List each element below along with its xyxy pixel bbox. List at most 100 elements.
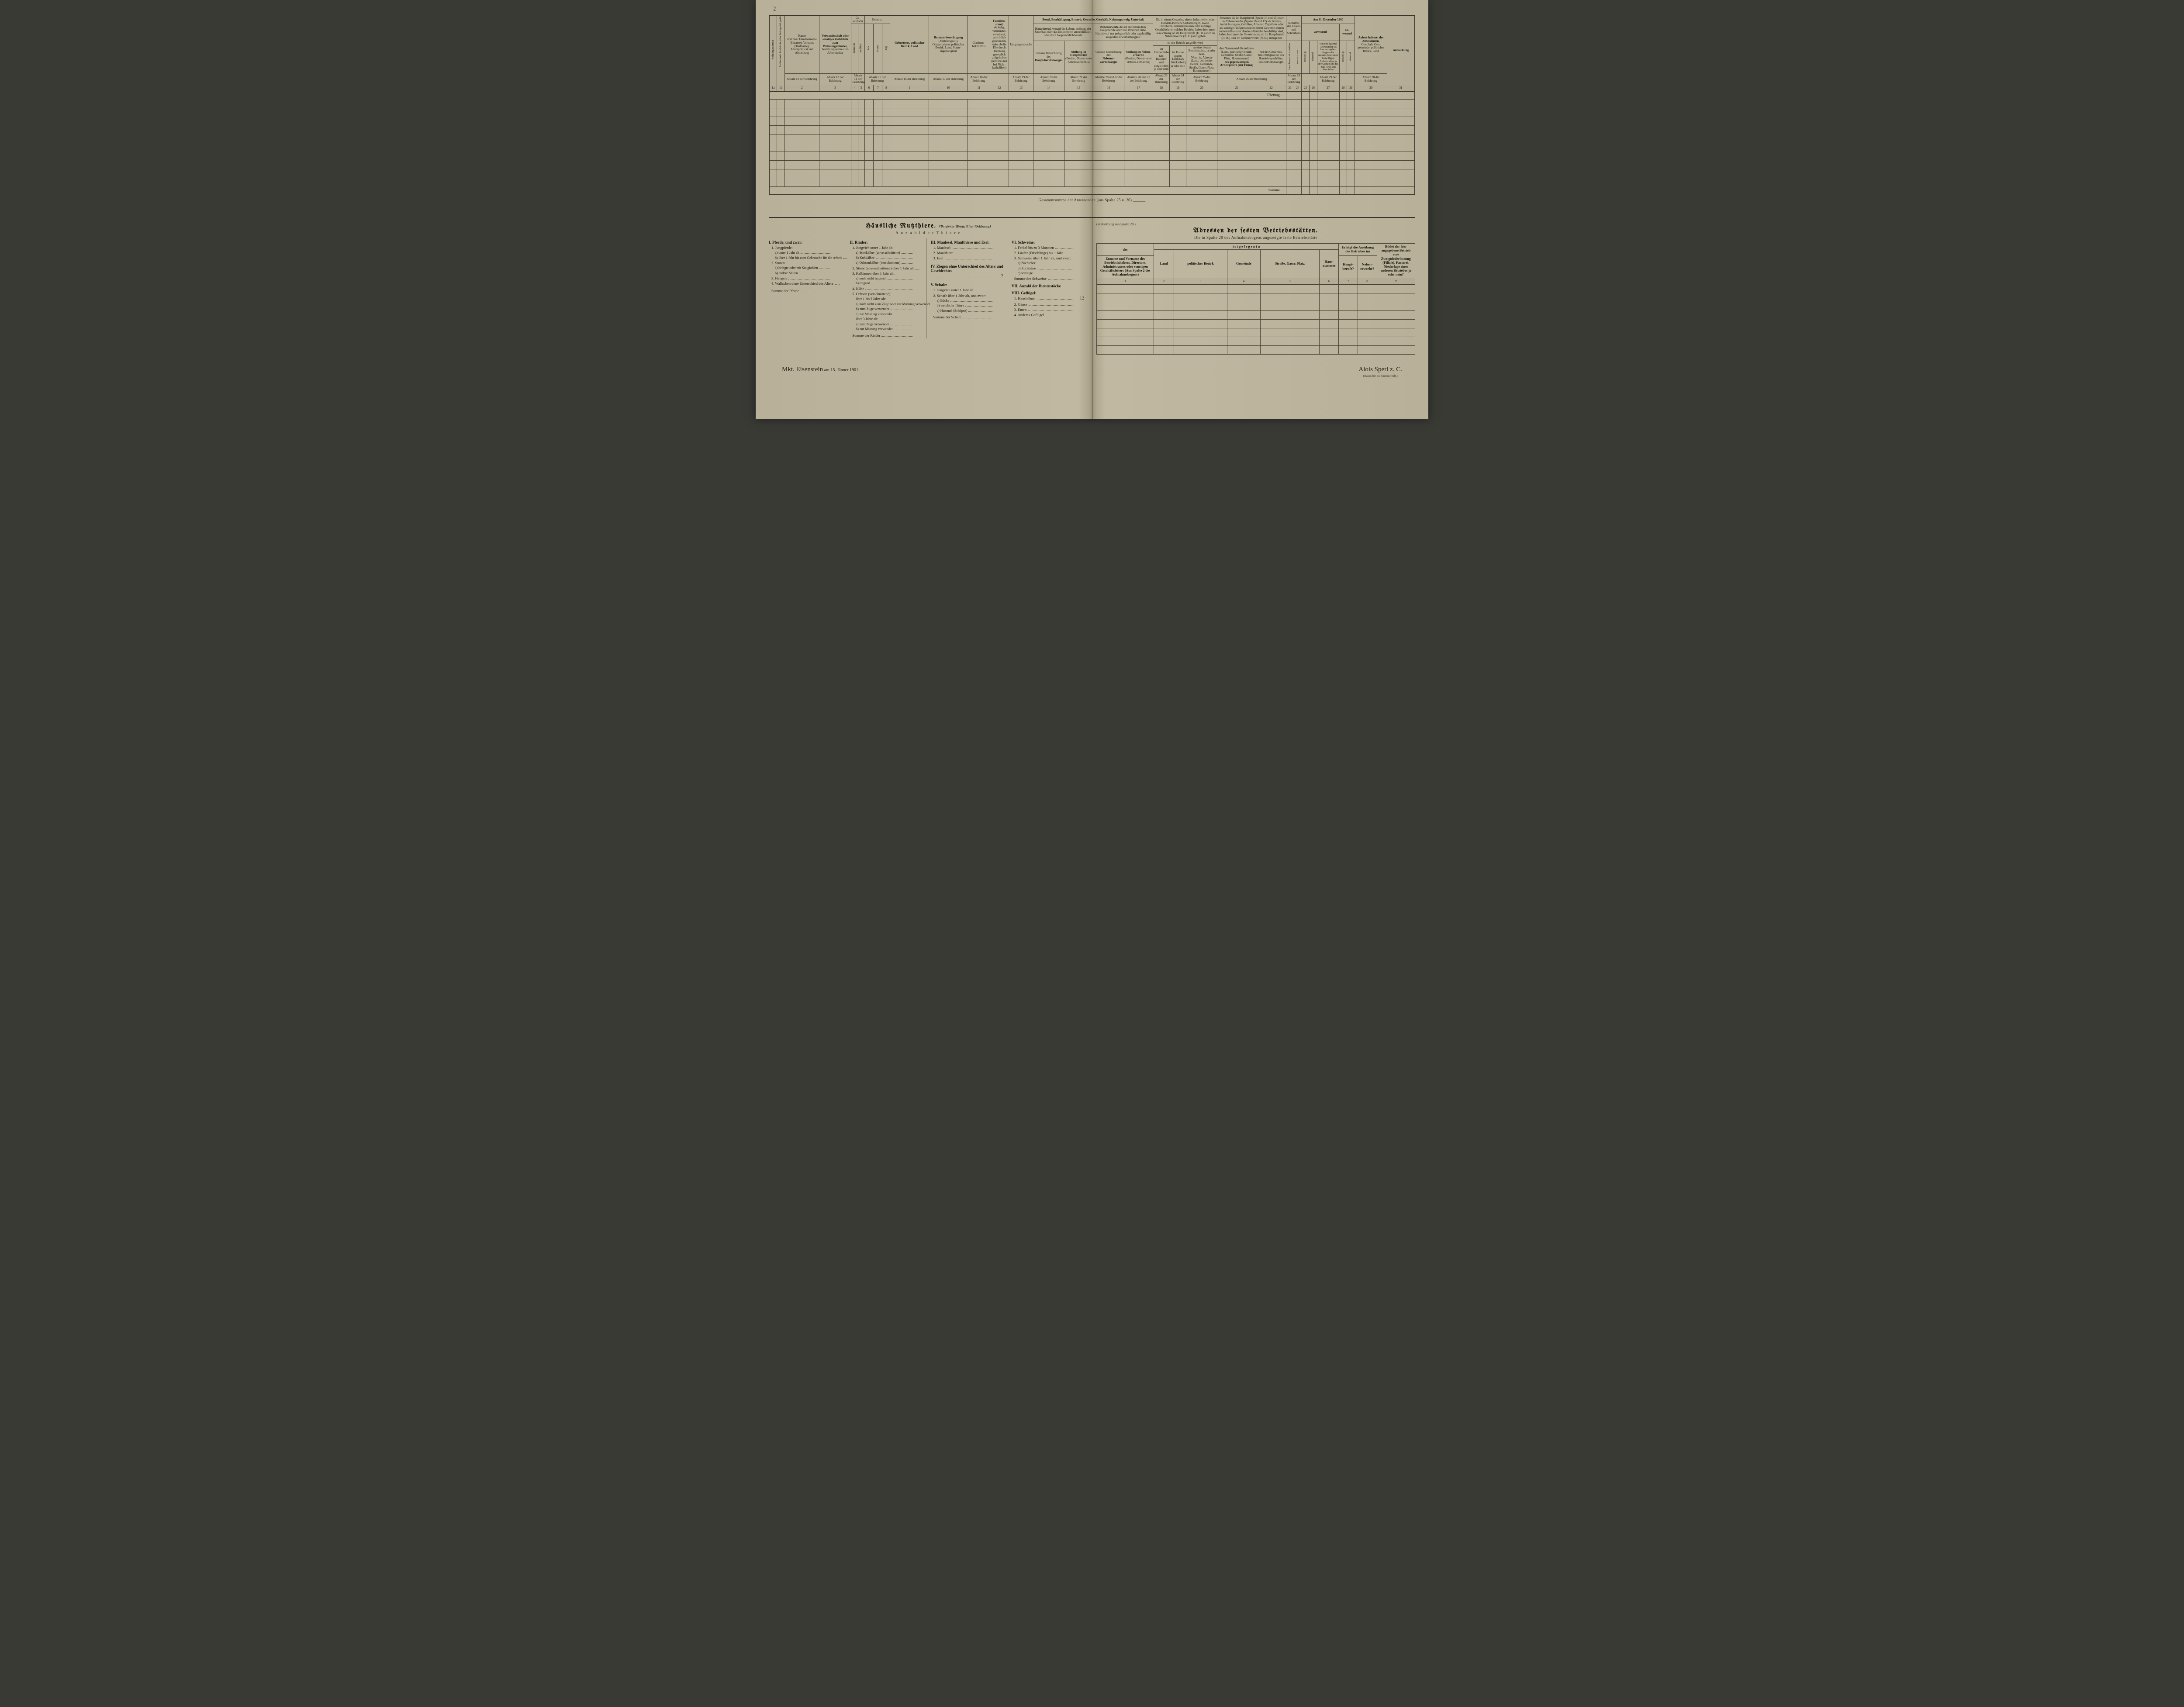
ref-c11: Absatz 18 der Belehrung xyxy=(968,74,990,85)
c23: kann lesen und schreiben xyxy=(1289,43,1292,69)
livestock-title: Häusliche Nutzthiere. xyxy=(866,222,936,229)
c27: Von den dauernd Anwesenden ist hier anzu… xyxy=(1317,41,1339,73)
c16: Genaue Bezeichnung des Nebener-werbszwei… xyxy=(1093,41,1124,73)
ref-c23-24: Absatz 28 der Belehrung xyxy=(1286,74,1302,85)
col-gewerbe-group: Die in einem Gewerbe, einem industrielle… xyxy=(1153,16,1217,41)
addr-continuation: (Fortsetzung aus Spalte 20.) xyxy=(1096,222,1415,226)
ref-c27: Absatz 29 der Belehrung xyxy=(1317,74,1339,85)
livestock-section: Häusliche Nutzthiere. (Vergleiche Absatz… xyxy=(769,222,1088,355)
livestock-col-3: III. Maulesel, Maulthiere und Esel: 1. M… xyxy=(931,238,1007,338)
col-year: Jahr xyxy=(867,46,871,50)
addr-h2: Land xyxy=(1154,250,1174,278)
col-language: Umgangs-sprache xyxy=(1009,16,1033,74)
col-hilfs-group: Personen die im Hauptberuf (Spalte 14 un… xyxy=(1217,16,1286,41)
col-relation-header: Verwandtschaft oder sonstiges Verhältnis… xyxy=(819,16,851,74)
col-birth-group: Geburts- xyxy=(864,16,890,24)
gewerbe-sub: ob der Betrieb ausgeübt wird xyxy=(1153,41,1217,45)
c25: zeitweilig xyxy=(1304,52,1307,62)
col-sex-group: Ge-schlecht xyxy=(851,16,864,24)
col-name-header: Name und zwar Familienname (Zuname), Vor… xyxy=(785,16,819,74)
sig-left-place: Mkt. Eisenstein xyxy=(782,366,823,373)
c21: den Namen und die Adresse (Land, politis… xyxy=(1217,41,1256,73)
ref-c13: Absatz 19 der Belehrung xyxy=(1009,74,1033,85)
ref-c18: Absatz 23 der Belehrung xyxy=(1153,74,1170,85)
c29: dauernd xyxy=(1349,52,1352,61)
col-hauptberuf-group: Hauptberuf, worauf die Lebens-stellung, … xyxy=(1033,24,1093,41)
summe-label: Summe . . xyxy=(769,187,1286,195)
ref-c17: Absätze 20 und 21 der Belehrung xyxy=(1124,74,1153,85)
col-aufenthalt: Aufent-haltsort des Abwesenden, Ortschaf… xyxy=(1355,16,1387,74)
livestock-col-rinder: II. Rinder: 1. Jungvieh unter 1 Jahr alt… xyxy=(850,238,926,338)
col-birthplace: Geburtsort, politischer Bezirk, Land xyxy=(890,16,929,74)
c18: im Umherziehen (als Hausirer und derglei… xyxy=(1153,45,1170,74)
ref-c14: Absatz 20 der Belehrung xyxy=(1033,74,1064,85)
signature-right: Alois Sperl z. C. (Raum für die Untersch… xyxy=(1358,366,1402,378)
col-anmerkung: Anmerkung xyxy=(1387,16,1415,85)
c17: Stellung im Neben-erwerbe (Besitz-, Dien… xyxy=(1124,41,1153,73)
col-female: weiblich xyxy=(860,44,863,53)
addr-erfolgt: Erfolgt die Ausübung des Betriebes im xyxy=(1339,244,1377,256)
signature-left: Mkt. Eisenstein am 15. Jänner 1901. xyxy=(782,366,860,378)
ref-c6-8: Absatz 15 der Belehrung xyxy=(864,74,890,85)
col-anwesend-group: anwesend xyxy=(1302,24,1339,41)
ziegen-value: 2 xyxy=(995,274,1003,279)
ref-c15: Absatz 21 der Belehrung xyxy=(1064,74,1093,85)
c28: zeitweilig xyxy=(1342,52,1345,62)
addresses-section: (Fortsetzung aus Spalte 20.) Adressen de… xyxy=(1096,222,1415,355)
col-abwesend-group: ab-wesend xyxy=(1339,24,1355,41)
col-date-header: Am 31. December 1900 xyxy=(1302,16,1355,24)
ref-c3: Absatz 13 der Belehrung xyxy=(819,74,851,85)
ref-c30: Absatz 30 der Belehrung xyxy=(1355,74,1387,85)
c15: Stellung im Hauptberufe (Besitz-, Dienst… xyxy=(1064,41,1093,73)
c14: Genaue Bezeichnung des Haupt-berufszweig… xyxy=(1033,41,1064,73)
col-day: Tag xyxy=(885,46,888,50)
addresses-sub: Die in Spalte 20 des Aufnahmsbogens ange… xyxy=(1096,235,1415,240)
huehner-value: 12 xyxy=(1075,296,1084,302)
page-number: 2 xyxy=(773,5,776,12)
ref-c20: Absatz 25 der Belehrung xyxy=(1186,74,1217,85)
census-form-page: 2 Wohnungsnummer Fortlaufende Zahl der i… xyxy=(756,0,1428,419)
col-heimat: Heimats-berechtigung (Zuständigkeit), Or… xyxy=(929,16,968,74)
addr-des: des xyxy=(1097,244,1154,256)
c24: kann nur lesen xyxy=(1296,49,1299,64)
ref-c19: Absatz 24 der Belehrung xyxy=(1170,74,1186,85)
page-fold xyxy=(1092,0,1093,419)
col-month: Monat xyxy=(877,45,880,52)
livestock-col-4: VI. Schweine: 1. Ferkel bis zu 3 Monaten… xyxy=(1012,238,1088,338)
c26: dauernd xyxy=(1312,52,1315,61)
col-1a-header: Wohnungsnummer xyxy=(772,40,775,60)
addresses-title: Adressen der festen Betriebsstätten. xyxy=(1096,227,1415,234)
col-beruf-group: Beruf, Beschäftigung, Erwerb, Gewerbe, G… xyxy=(1033,16,1153,24)
addr-h1: Zuname und Vorname des Betriebsinhabers,… xyxy=(1097,255,1154,278)
col-religion: Glaubens-bekenntnis xyxy=(968,16,990,74)
sig-left-date: am 15. Jänner 1901. xyxy=(824,368,860,372)
col-nebenerwerb-group: Nebenerwerb, das ist die neben dem Haupt… xyxy=(1093,24,1153,41)
ref-c21-22: Absatz 26 der Belehrung xyxy=(1217,74,1286,85)
col-male: männlich xyxy=(853,43,856,53)
ref-c16: Absätze 20 und 22 der Belehrung xyxy=(1093,74,1124,85)
livestock-col-pferde: I. Pferde, und zwar: 1. Jungpferde: a) u… xyxy=(769,238,845,338)
livestock-note: (Vergleiche Absatz 31 der Belehrung.) xyxy=(939,225,991,229)
sig-right-note: (Raum für die Unterschrift.) xyxy=(1358,374,1402,378)
addr-ist: i s t g e l e g e n i n xyxy=(1154,244,1339,250)
ref-c4-5: Absatz 14 der Belehrung xyxy=(851,74,864,85)
uebertrag-label: Übertrag . . xyxy=(769,91,1286,100)
sig-right-name: Alois Sperl z. C. xyxy=(1358,366,1402,373)
addr-h6: Haus-nummer xyxy=(1320,250,1339,278)
addr-h3: politischer Bezirk xyxy=(1174,250,1227,278)
col-family-status: Familien-stand, ob ledig, verheiratet, v… xyxy=(990,16,1009,74)
col-1b-header: Fortlaufende Zahl der in jeder Wohnparte… xyxy=(779,32,782,67)
addr-h7b: Neben-erwerbe? xyxy=(1358,255,1377,278)
c22: Art des Gewerbes, beziehungsweise des Ha… xyxy=(1256,41,1286,73)
col-literacy-group: Kenntnis des Lesens und Schreibens xyxy=(1286,16,1302,41)
ref-c9: Absatz 16 der Belehrung xyxy=(890,74,929,85)
livestock-subtitle: A n z a h l d e r T h i e r e xyxy=(769,231,1088,235)
ref-c2: Absatz 12 der Belehrung xyxy=(785,74,819,85)
c20: an einer festen Betriebsstätte, ja oder … xyxy=(1186,45,1217,74)
addr-h4: Gemeinde xyxy=(1227,250,1260,278)
addresses-table: des i s t g e l e g e n i n Erfolgt die … xyxy=(1096,243,1415,355)
addr-h7a: Haupt-berufe? xyxy=(1339,255,1358,278)
addr-h5: Straße, Gasse, Platz xyxy=(1260,250,1320,278)
ref-c10: Absatz 17 der Belehrung xyxy=(929,74,968,85)
addr-h8: Bildet der hier angegebene Betrieb eine … xyxy=(1377,244,1415,278)
